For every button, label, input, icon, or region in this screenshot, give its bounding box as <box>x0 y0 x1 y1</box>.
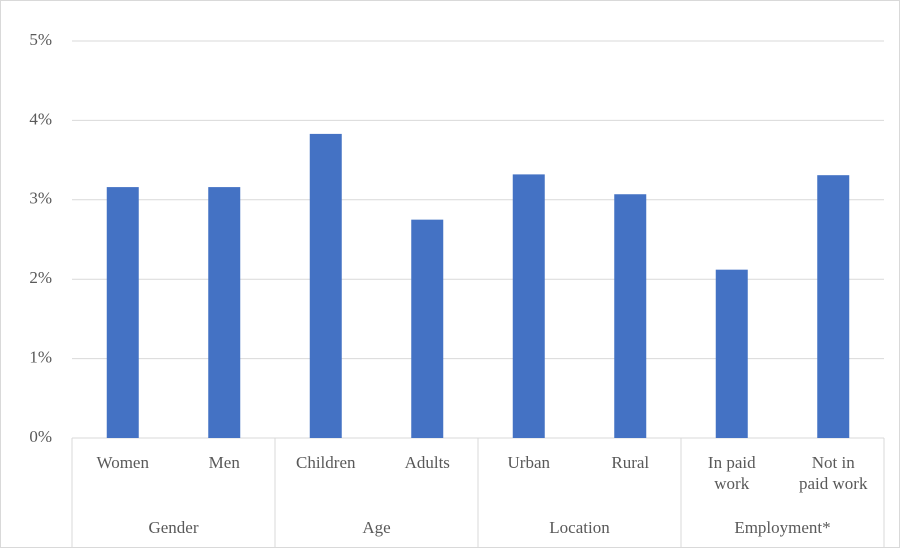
x-tick-label: Women <box>96 453 149 472</box>
y-tick-label: 2% <box>29 268 52 287</box>
x-tick-label: Rural <box>611 453 650 472</box>
x-tick-label: Children <box>296 453 356 472</box>
group-label: Gender <box>148 518 199 537</box>
y-tick-label: 5% <box>29 30 52 49</box>
bar <box>106 187 139 438</box>
bar <box>512 174 545 438</box>
x-tick-label: Men <box>208 453 240 472</box>
x-tick-label: Not in paid work <box>799 453 868 493</box>
group-label: Location <box>549 518 610 537</box>
bar <box>817 175 850 438</box>
x-tick-label: Urban <box>507 453 550 472</box>
bar <box>715 269 748 438</box>
group-label: Age <box>362 518 391 537</box>
x-tick-label: In paid work <box>707 453 756 493</box>
group-label: Employment* <box>734 518 831 537</box>
y-tick-label: 0% <box>29 427 52 446</box>
y-tick-label: 4% <box>29 109 52 128</box>
x-tick-label: Adults <box>404 453 450 472</box>
bar <box>309 133 342 438</box>
y-tick-label: 3% <box>29 189 52 208</box>
y-tick-label: 1% <box>29 348 52 367</box>
bar <box>411 219 444 438</box>
bar <box>208 187 241 438</box>
bar <box>614 194 647 438</box>
